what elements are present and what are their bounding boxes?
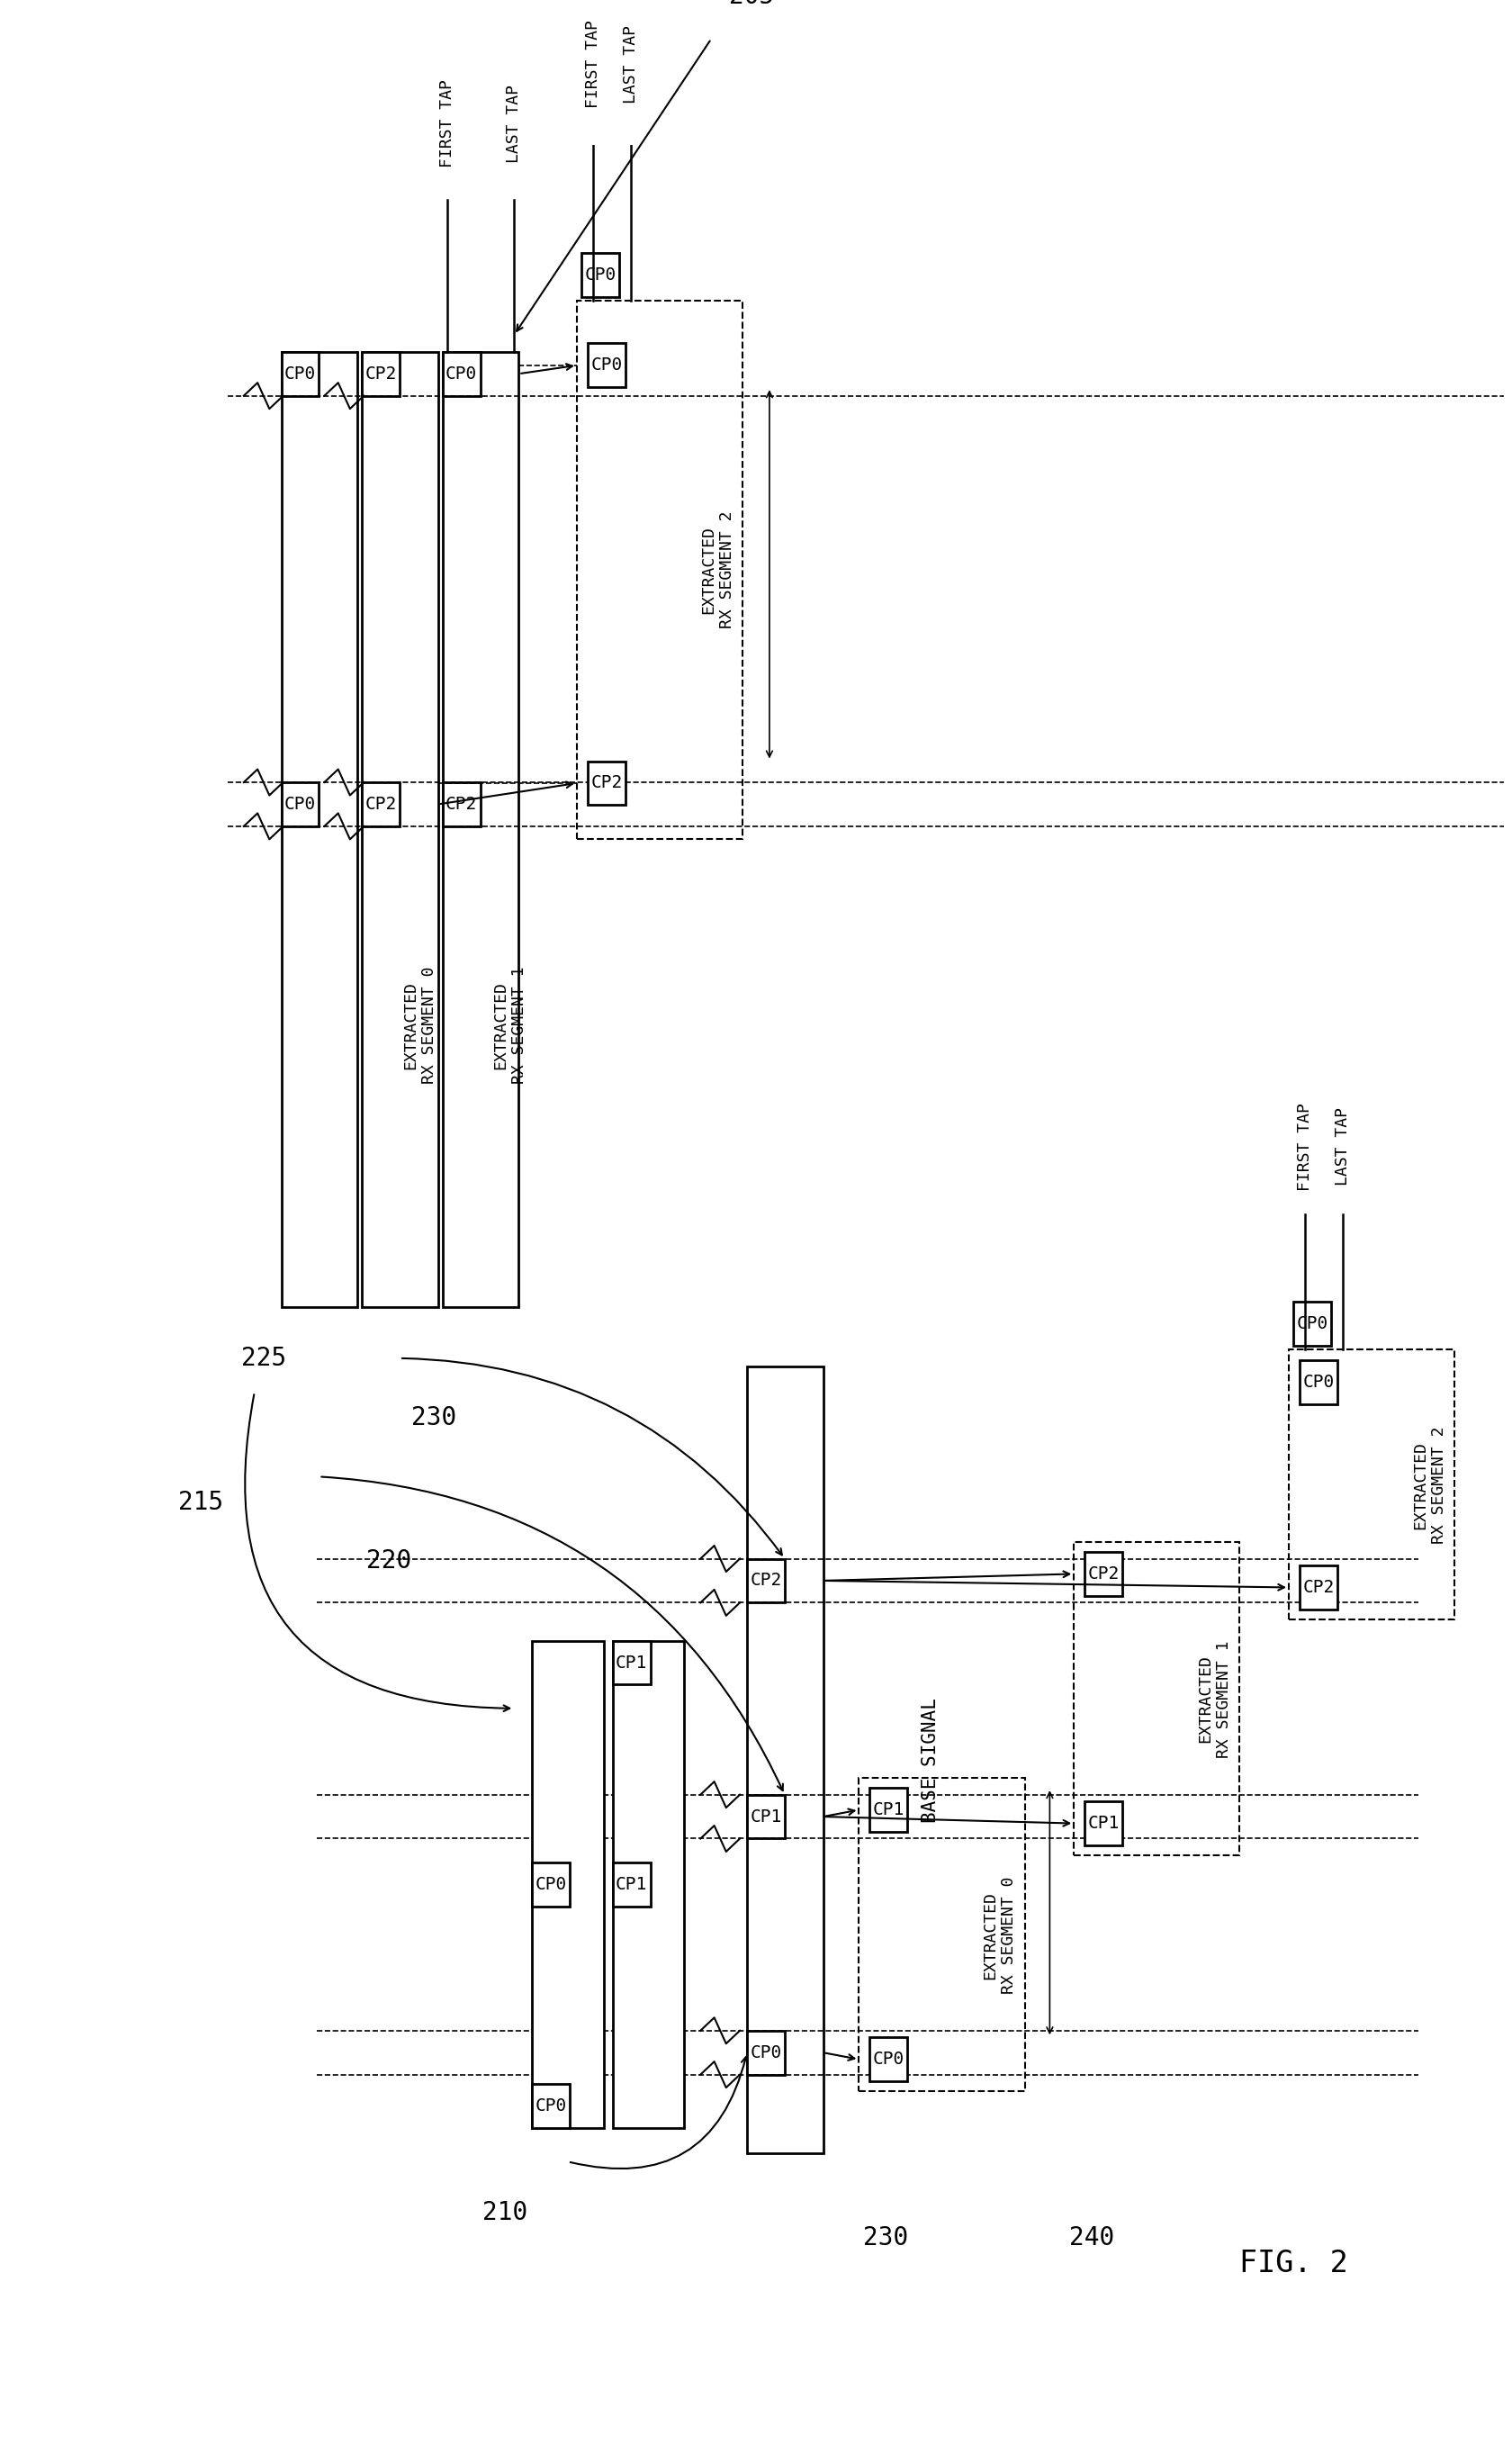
Text: CP1: CP1 — [750, 1808, 782, 1825]
Text: CP0: CP0 — [1296, 1315, 1328, 1332]
Text: CP2: CP2 — [591, 775, 623, 792]
Bar — [1300, 1359, 1337, 1403]
Bar — [281, 351, 319, 395]
Text: CP2: CP2 — [1087, 1565, 1119, 1582]
Text: CP0: CP0 — [750, 2043, 782, 2061]
Text: 230: 230 — [863, 2225, 909, 2249]
Bar — [361, 351, 438, 1307]
Text: EXTRACTED
RX SEGMENT 2: EXTRACTED RX SEGMENT 2 — [1412, 1425, 1447, 1543]
Text: CP2: CP2 — [446, 795, 478, 812]
Text: EXTRACTED
RX SEGMENT 0: EXTRACTED RX SEGMENT 0 — [402, 966, 437, 1084]
Text: FIG. 2: FIG. 2 — [1238, 2249, 1347, 2279]
Bar — [443, 351, 519, 1307]
Text: CP2: CP2 — [1302, 1580, 1334, 1597]
Text: 230: 230 — [411, 1406, 457, 1430]
Text: CP1: CP1 — [615, 1653, 647, 1670]
Text: FIRST TAP: FIRST TAP — [585, 20, 602, 108]
Bar — [747, 1796, 785, 1840]
Text: EXTRACTED
RX SEGMENT 1: EXTRACTED RX SEGMENT 1 — [493, 966, 528, 1084]
Bar — [361, 783, 399, 827]
Bar — [612, 1641, 650, 1685]
Text: CP1: CP1 — [615, 1877, 647, 1894]
Bar — [582, 253, 618, 297]
Bar — [859, 1778, 1025, 2092]
Text: CP2: CP2 — [364, 795, 396, 812]
Bar — [612, 1862, 650, 1906]
Bar — [747, 1558, 785, 1602]
Bar — [588, 760, 626, 805]
Bar — [869, 2038, 907, 2080]
Text: EXTRACTED
RX SEGMENT 1: EXTRACTED RX SEGMENT 1 — [1198, 1641, 1232, 1759]
Text: CP0: CP0 — [872, 2051, 904, 2068]
Bar — [361, 351, 399, 395]
Text: CP0: CP0 — [284, 365, 316, 383]
Bar — [281, 351, 357, 1307]
Text: FIRST TAP: FIRST TAP — [1297, 1104, 1312, 1190]
Bar — [532, 1641, 603, 2127]
Text: LAST TAP: LAST TAP — [507, 83, 522, 162]
Bar — [1288, 1349, 1455, 1619]
Text: BASE SIGNAL: BASE SIGNAL — [922, 1697, 939, 1823]
Text: EXTRACTED
RX SEGMENT 0: EXTRACTED RX SEGMENT 0 — [983, 1877, 1018, 1994]
Bar — [1084, 1553, 1122, 1597]
Text: 220: 220 — [366, 1548, 411, 1575]
Bar — [1084, 1801, 1122, 1845]
Bar — [1293, 1303, 1331, 1347]
Bar — [443, 351, 481, 395]
Bar — [281, 783, 319, 827]
Bar — [747, 1366, 823, 2154]
Text: CP0: CP0 — [584, 267, 615, 285]
Text: CP0: CP0 — [1302, 1374, 1334, 1391]
Text: CP2: CP2 — [750, 1572, 782, 1590]
Text: CP0: CP0 — [446, 365, 478, 383]
Bar — [588, 343, 626, 388]
Text: 215: 215 — [178, 1489, 224, 1514]
Text: CP0: CP0 — [591, 356, 623, 373]
Bar — [1074, 1543, 1240, 1854]
Bar — [612, 1641, 685, 2127]
Bar — [1300, 1565, 1337, 1609]
Text: CP1: CP1 — [1087, 1815, 1119, 1832]
Text: LAST TAP: LAST TAP — [623, 25, 638, 103]
Bar — [578, 302, 742, 839]
Text: 205: 205 — [729, 0, 774, 10]
Bar — [532, 1862, 570, 1906]
Bar — [443, 783, 481, 827]
Text: EXTRACTED
RX SEGMENT 2: EXTRACTED RX SEGMENT 2 — [700, 510, 735, 628]
Text: LAST TAP: LAST TAP — [1335, 1109, 1350, 1185]
Text: CP0: CP0 — [535, 2097, 567, 2114]
Text: CP0: CP0 — [284, 795, 316, 812]
Text: 210: 210 — [482, 2200, 528, 2225]
Text: 225: 225 — [240, 1347, 286, 1371]
Text: CP0: CP0 — [535, 1877, 567, 1894]
Bar — [532, 2085, 570, 2127]
Bar — [747, 2031, 785, 2075]
Bar — [869, 1788, 907, 1832]
Text: CP2: CP2 — [364, 365, 396, 383]
Text: CP1: CP1 — [872, 1801, 904, 1818]
Text: FIRST TAP: FIRST TAP — [438, 78, 455, 167]
Text: 240: 240 — [1069, 2225, 1114, 2249]
